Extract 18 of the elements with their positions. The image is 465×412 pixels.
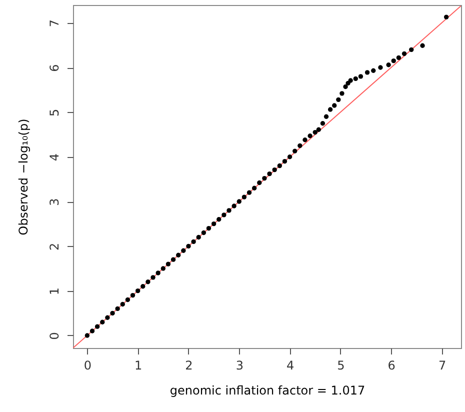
x-axis-title: genomic inflation factor = 1.017 [170, 384, 366, 398]
x-tick-label: 3 [236, 358, 244, 372]
x-tick-label: 6 [388, 358, 396, 372]
x-tick-label: 7 [438, 358, 446, 372]
y-tick-label: 1 [48, 288, 62, 296]
y-tick-label: 4 [48, 154, 62, 162]
y-tick-label: 3 [48, 198, 62, 206]
x-tick-label: 2 [185, 358, 193, 372]
y-tick-label: 5 [48, 108, 62, 117]
y-tick-label: 2 [48, 242, 62, 250]
x-tick-label: 0 [84, 358, 92, 372]
y-tick-label: 7 [48, 20, 62, 28]
x-tick-label: 4 [286, 358, 294, 372]
x-tick-label: 5 [337, 358, 345, 372]
y-tick-label: 6 [48, 64, 62, 72]
y-axis-title: Observed −log₁₀(p) [16, 118, 30, 236]
y-tick-label: 0 [48, 332, 62, 340]
x-tick-label: 1 [134, 358, 142, 372]
